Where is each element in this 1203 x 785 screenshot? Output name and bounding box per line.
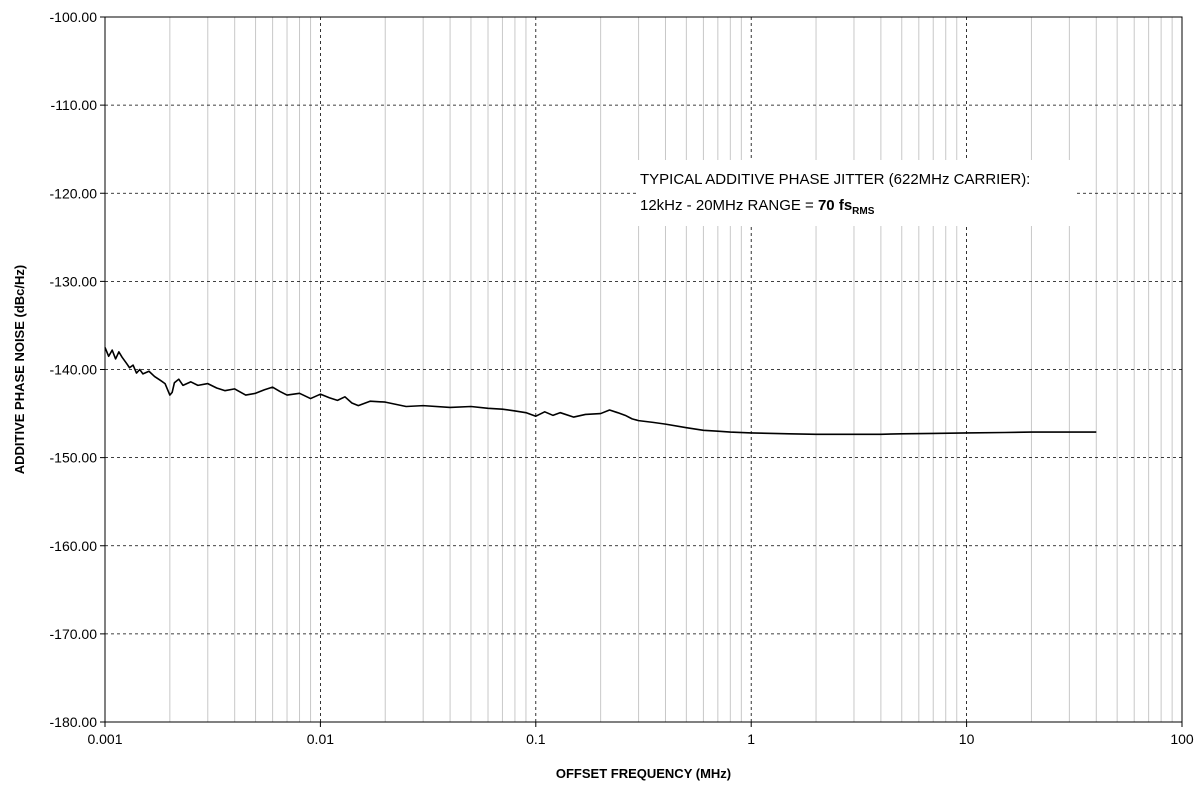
y-tick-label: -120.00 (50, 185, 98, 201)
annotation-line2: 12kHz - 20MHz RANGE = 70 fsRMS (640, 197, 875, 217)
y-tick-label: -100.00 (50, 9, 98, 25)
annotation-line1: TYPICAL ADDITIVE PHASE JITTER (622MHz CA… (640, 171, 1030, 188)
x-tick-label: 10 (959, 731, 975, 747)
plot-frame (104, 16, 1183, 723)
x-tick-label: 0.01 (307, 731, 334, 747)
annotation-line2-prefix: 12kHz - 20MHz RANGE = (640, 197, 818, 214)
x-tick-label: 1 (747, 731, 755, 747)
annotation-subscript: RMS (852, 206, 875, 217)
series-line-phase-noise (104, 347, 1097, 436)
y-tick-labels: -100.00 -110.00 -120.00 -130.00 -140.00 -150.… (50, 9, 98, 730)
x-axis-title: OFFSET FREQUENCY (MHz) (556, 766, 731, 781)
y-tick-label: -180.00 (50, 714, 98, 730)
x-tick-label: 0.1 (526, 731, 546, 747)
y-axis-title: ADDITIVE PHASE NOISE (dBc/Hz) (12, 265, 27, 474)
y-tick-label: -160.00 (50, 538, 98, 554)
y-tick-label: -110.00 (51, 97, 98, 113)
annotation-background (636, 160, 1076, 226)
y-tick-label: -130.00 (50, 273, 98, 289)
x-tick-labels: 0.001 0.01 0.1 1 10 100 (87, 731, 1193, 747)
x-tick-label: 100 (1170, 731, 1194, 747)
grid-layer (100, 16, 1183, 727)
y-tick-label: -140.00 (50, 362, 98, 378)
x-tick-label: 0.001 (87, 731, 122, 747)
y-tick-label: -150.00 (50, 450, 98, 466)
annotation-value: 70 fs (818, 197, 852, 214)
y-tick-label: -170.00 (50, 626, 98, 642)
